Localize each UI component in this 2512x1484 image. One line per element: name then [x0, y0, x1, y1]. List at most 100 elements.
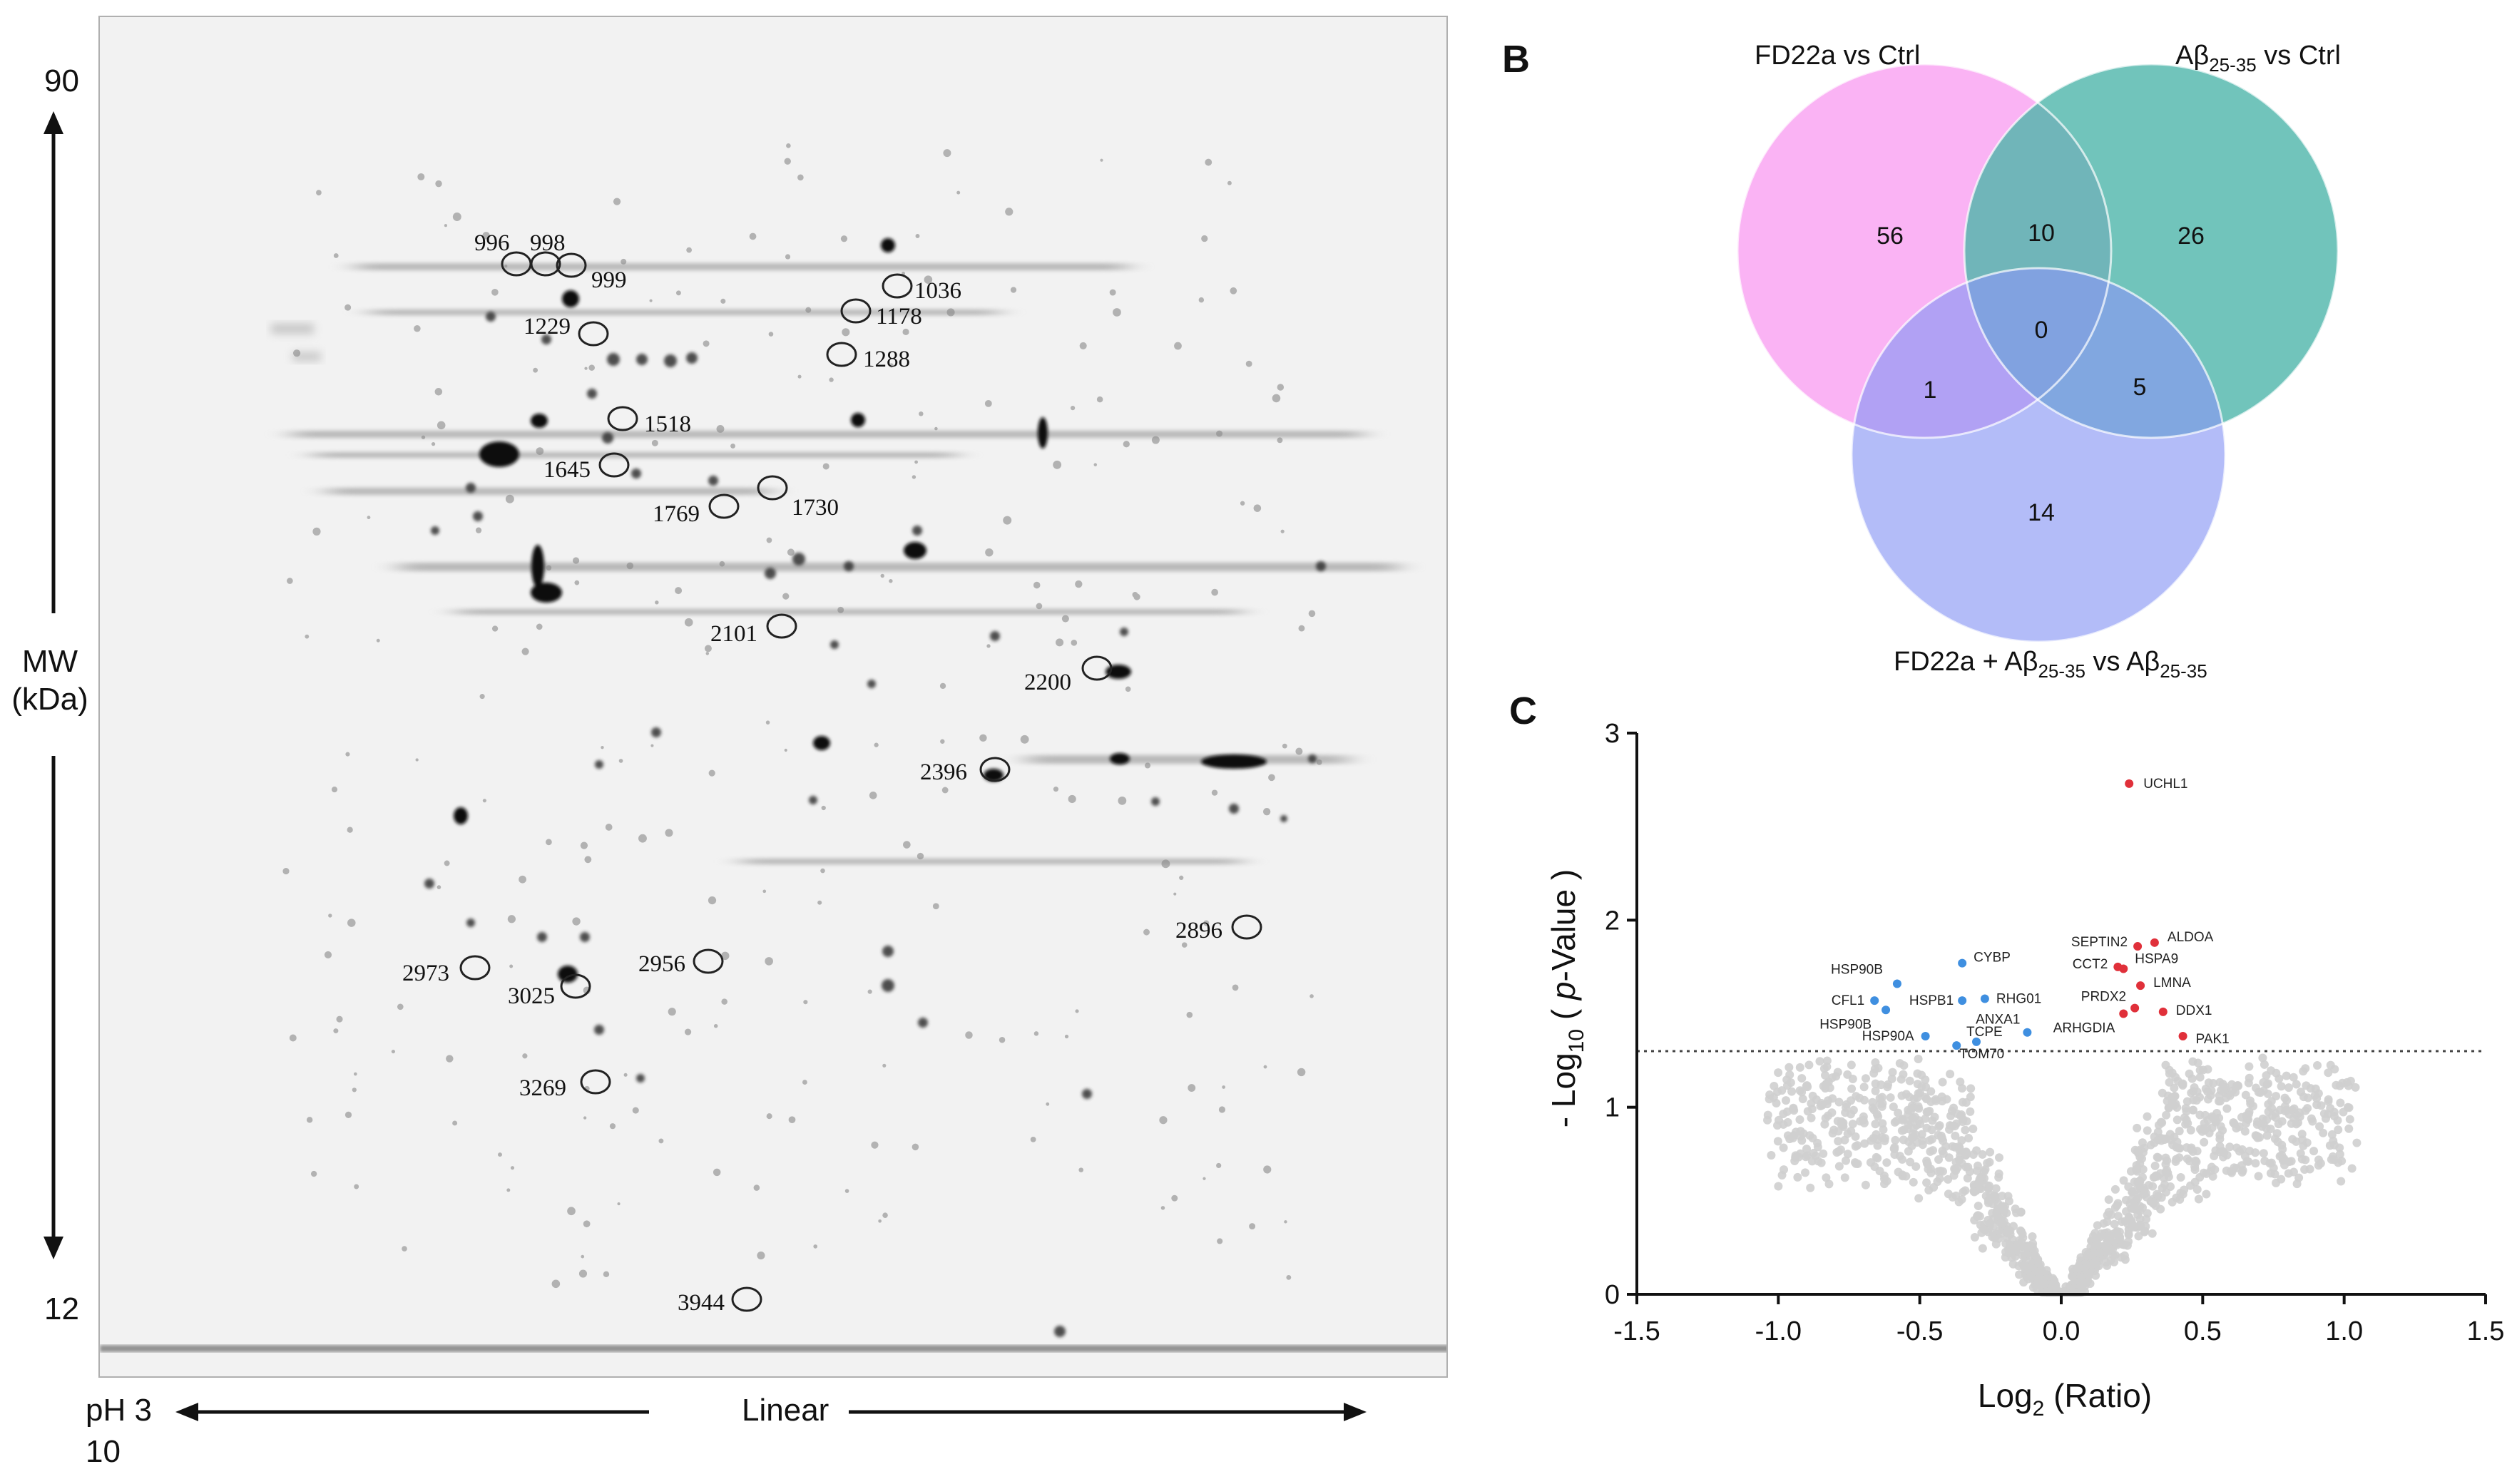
- gel-faint-spot: [820, 868, 825, 874]
- x-tick-label: -1.0: [1755, 1316, 1802, 1346]
- ns-point: [1832, 1148, 1842, 1157]
- ns-point: [2162, 1110, 2171, 1120]
- ns-point: [1959, 1187, 1968, 1197]
- gel-faint-spot: [703, 340, 710, 347]
- gel-faint-spot: [638, 834, 647, 843]
- ns-point: [1949, 1103, 1959, 1112]
- ns-point: [1948, 1142, 1957, 1151]
- sig-point-label: HSP90B: [1819, 1017, 1872, 1032]
- ns-point: [1986, 1147, 1995, 1157]
- ns-point: [1798, 1095, 1807, 1104]
- ph-end-label: 10: [86, 1434, 121, 1469]
- ns-point: [1813, 1138, 1822, 1147]
- gel-faint-spot: [507, 915, 516, 923]
- gel-faint-spot: [684, 618, 693, 627]
- gel-faint-spot: [757, 1251, 765, 1260]
- gel-faint-spot: [306, 1117, 313, 1123]
- ns-point: [2222, 1104, 2232, 1113]
- gel-faint-spot: [1211, 588, 1219, 596]
- sig-point: [2119, 1009, 2128, 1018]
- gel-faint-spot: [1222, 1085, 1225, 1089]
- ns-point: [2302, 1081, 2311, 1090]
- ns-point: [1996, 1229, 2006, 1238]
- ns-point: [1938, 1078, 1947, 1087]
- ns-point: [1913, 1069, 1922, 1078]
- ns-point: [2133, 1194, 2143, 1203]
- spot-label-3025: 3025: [508, 983, 555, 1009]
- ns-point: [1935, 1121, 1944, 1130]
- ns-point: [2231, 1088, 2240, 1097]
- ns-point: [2006, 1229, 2015, 1239]
- gel-faint-spot: [941, 787, 949, 794]
- gel-faint-spot: [1046, 1102, 1050, 1106]
- gel-faint-spot: [1280, 529, 1285, 533]
- gel-faint-spot: [675, 290, 681, 296]
- y-tick-label: 0: [1605, 1280, 1620, 1310]
- gel-faint-spot: [1010, 287, 1017, 293]
- ns-point: [1907, 1133, 1916, 1142]
- gel-faint-spot: [621, 258, 627, 265]
- gel-faint-spot: [1143, 928, 1150, 936]
- ns-point: [1906, 1157, 1915, 1167]
- ns-point: [1966, 1092, 1975, 1102]
- ns-point: [2175, 1195, 2185, 1204]
- gel-faint-spot: [312, 527, 321, 536]
- gel-faint-spot: [626, 562, 634, 570]
- ns-point: [1793, 1172, 1802, 1182]
- ns-point: [2199, 1168, 2208, 1177]
- gel-faint-spot: [352, 1088, 357, 1092]
- ns-point: [2304, 1093, 2313, 1102]
- ns-point: [1874, 1112, 1883, 1121]
- ns-point: [2190, 1165, 2200, 1175]
- sig-point-label: ALDOA: [2168, 930, 2214, 945]
- ns-point: [2200, 1137, 2209, 1147]
- panel-b-letter: B: [1502, 38, 1530, 81]
- ns-point: [2262, 1124, 2271, 1133]
- gel-faint-spot: [1181, 942, 1188, 948]
- ns-point: [2104, 1195, 2113, 1204]
- sig-point-label: CYBP: [1974, 951, 2011, 966]
- ns-point: [2001, 1247, 2011, 1257]
- ns-point: [1822, 1100, 1832, 1109]
- ns-point: [2088, 1259, 2098, 1269]
- ns-point: [1914, 1116, 1924, 1125]
- ns-point: [1824, 1179, 1834, 1189]
- ns-point: [2345, 1115, 2354, 1124]
- ns-point: [2173, 1137, 2182, 1147]
- gel-faint-spot: [713, 1168, 721, 1177]
- ns-point: [2110, 1184, 2120, 1194]
- y-tick-label: 3: [1605, 719, 1620, 749]
- gel-faint-spot: [605, 824, 613, 831]
- ns-point: [1966, 1107, 1975, 1116]
- gel-faint-spot: [1070, 406, 1076, 411]
- gel-faint-spot: [889, 363, 894, 368]
- ns-point: [2168, 1197, 2177, 1207]
- gel-faint-spot: [1179, 875, 1184, 881]
- gel-faint-spot: [713, 1023, 718, 1028]
- ns-point: [2280, 1093, 2289, 1102]
- spot-label-998: 998: [530, 230, 566, 256]
- ns-point: [1930, 1112, 1939, 1122]
- ns-point: [2218, 1147, 2227, 1156]
- ns-point: [2289, 1073, 2298, 1082]
- gel-faint-spot: [1151, 436, 1160, 444]
- ns-point: [2142, 1214, 2151, 1224]
- ns-point: [1927, 1135, 1936, 1144]
- ns-point: [1988, 1199, 1997, 1209]
- gel-faint-spot: [675, 587, 683, 595]
- gel-faint-spot: [1245, 360, 1252, 367]
- gel-faint-spot: [475, 527, 482, 533]
- gel-faint-spot: [519, 875, 526, 884]
- mw-top-label: 90: [44, 63, 79, 98]
- gel-faint-spot: [1144, 762, 1151, 769]
- ns-point: [2000, 1202, 2009, 1212]
- ns-point: [2119, 1176, 2128, 1185]
- gel-faint-spot: [1188, 1084, 1196, 1092]
- ns-point: [1774, 1182, 1783, 1191]
- ns-point: [2134, 1232, 2143, 1241]
- ns-point: [2352, 1138, 2362, 1147]
- ns-point: [1804, 1060, 1814, 1070]
- ph-start-label: pH 3: [86, 1393, 152, 1428]
- ns-point: [1921, 1114, 1930, 1123]
- gel-faint-spot: [704, 645, 712, 653]
